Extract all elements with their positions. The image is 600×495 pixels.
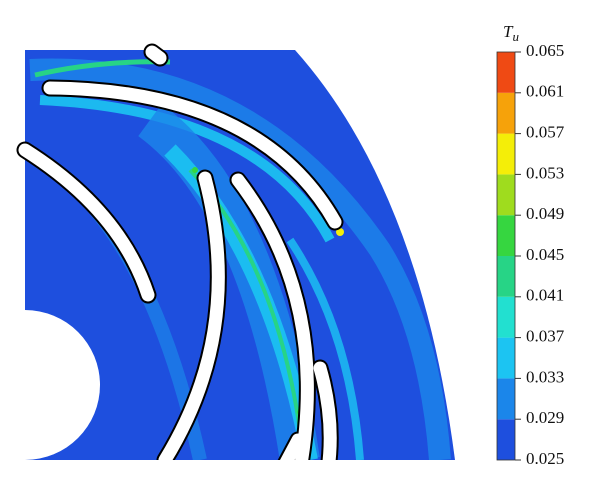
colorbar-band	[497, 174, 515, 216]
colorbar-title: Tu	[503, 22, 519, 44]
title-symbol: T	[503, 22, 514, 41]
colorbar-tick-label: 0.049	[526, 204, 564, 223]
blades	[16, 43, 344, 479]
colorbar-band	[497, 419, 515, 460]
colorbar-tick-label: 0.065	[526, 41, 564, 60]
colorbar-band	[497, 256, 515, 297]
bottom-mask	[0, 460, 470, 490]
colorbar-tick-label: 0.025	[526, 449, 564, 468]
colorbar-tick-label: 0.041	[526, 286, 564, 305]
colorbar-band	[497, 296, 515, 338]
colorbar: 0.025 0.029 0.033 0.037 0.041 0.045 0.049 0.053…	[496, 41, 565, 468]
colorbar-band	[497, 378, 515, 420]
colorbar-band	[497, 133, 515, 175]
colorbar-tick-label: 0.061	[526, 82, 564, 101]
colorbar-tick-label: 0.033	[526, 367, 564, 386]
colorbar-band	[497, 337, 515, 379]
colorbar-band	[497, 215, 515, 256]
colorbar-tick-label: 0.045	[526, 245, 564, 264]
title-subscript: u	[512, 29, 519, 44]
hub	[25, 310, 100, 460]
colorbar-tick-label: 0.057	[526, 123, 565, 142]
colorbar-band	[497, 52, 515, 93]
colorbar-band	[497, 92, 515, 134]
colorbar-tick-label: 0.053	[526, 163, 564, 182]
colorbar-tick-label: 0.037	[526, 327, 565, 346]
colorbar-tick-label: 0.029	[526, 408, 564, 427]
